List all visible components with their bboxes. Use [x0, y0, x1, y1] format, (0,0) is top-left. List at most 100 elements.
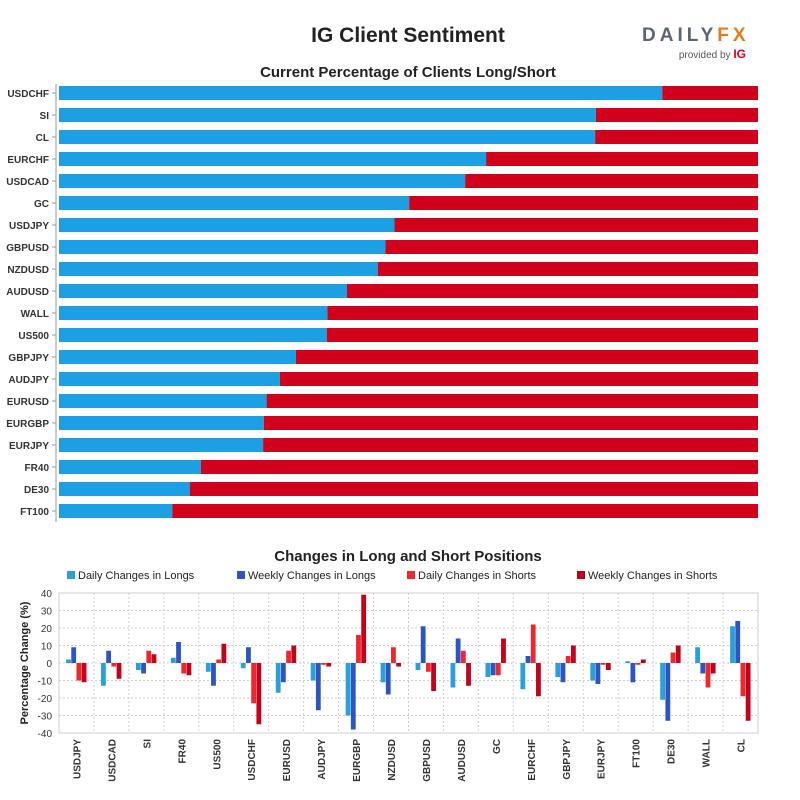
change-bar-nzdusd-s2 — [385, 663, 391, 695]
change-bar-audusd-s3 — [460, 650, 466, 663]
change-bar-eurjpy-s4 — [605, 663, 611, 670]
changes-chart-title: Changes in Long and Short Positions — [274, 548, 542, 565]
short-bar-usdchf — [662, 86, 758, 100]
legend-label-4: Weekly Changes in Shorts — [588, 570, 718, 582]
change-bar-si-s4 — [151, 654, 157, 663]
change-bar-audusd-s4 — [466, 663, 471, 686]
short-bar-nzdusd — [377, 262, 758, 276]
logo-word-daily: DAILY — [642, 25, 718, 46]
change-bar-cl-s1 — [730, 626, 735, 663]
short-bar-eurusd — [266, 394, 758, 408]
change-bar-eurusd-s4 — [291, 645, 297, 663]
long-bar-eurusd — [59, 394, 267, 408]
change-bar-usdjpy-s3 — [76, 663, 82, 681]
change-bar-nzdusd-s4 — [396, 663, 402, 667]
y-tick-label: -20 — [38, 694, 53, 705]
y-tick-label: 30 — [41, 607, 53, 618]
long-bar-audjpy — [59, 372, 280, 386]
long-bar-fr40 — [59, 460, 201, 474]
short-bar-eurchf — [486, 152, 758, 166]
change-bar-usdjpy-s1 — [66, 659, 71, 663]
change-bar-usdcad-s1 — [101, 663, 106, 686]
change-bar-ft100-s2 — [630, 663, 636, 683]
logo-wordmark: DAILYFX — [642, 26, 746, 46]
change-bar-eurgbp-s3 — [356, 635, 361, 663]
change-bar-fr40-s1 — [170, 657, 176, 663]
change-bar-gc-s4 — [501, 638, 506, 663]
y-tick-label: -40 — [38, 729, 53, 740]
change-bar-usdcad-s4 — [116, 663, 122, 679]
x-tick-label-us500: US500 — [212, 739, 223, 770]
change-bar-cl-s2 — [735, 621, 741, 663]
legend-swatch-3 — [407, 571, 415, 579]
legend-label-1: Daily Changes in Longs — [78, 570, 195, 582]
x-tick-label-si: SI — [142, 739, 153, 749]
change-bar-si-s2 — [141, 663, 146, 674]
legend-label-2: Weekly Changes in Longs — [248, 570, 376, 582]
change-bar-gbpusd-s4 — [431, 663, 436, 691]
change-bar-usdjpy-s2 — [71, 647, 77, 663]
short-bar-audjpy — [279, 372, 758, 386]
change-bar-gc-s2 — [490, 663, 496, 676]
change-bar-eurchf-s2 — [525, 656, 531, 663]
x-tick-label-fr40: FR40 — [177, 739, 188, 764]
change-bar-audjpy-s3 — [321, 663, 326, 665]
y-tick-label: 10 — [41, 642, 53, 653]
change-bar-us500-s1 — [205, 663, 211, 672]
long-bar-eurgbp — [59, 416, 264, 430]
x-tick-label-eurusd: EURUSD — [282, 739, 293, 781]
category-label-audusd: AUDUSD — [6, 287, 49, 298]
x-tick-label-cl: CL — [737, 739, 748, 752]
category-label-eurchf: EURCHF — [7, 155, 49, 166]
change-bar-gbpusd-s1 — [415, 663, 421, 670]
short-bar-eurgbp — [263, 416, 758, 430]
change-bar-eurchf-s4 — [536, 663, 541, 697]
x-tick-label-audusd: AUDUSD — [457, 739, 468, 782]
change-bar-gc-s3 — [495, 663, 501, 676]
change-bar-usdchf-s4 — [256, 663, 262, 725]
y-axis-label: Percentage Change (%) — [19, 601, 31, 724]
x-tick-label-gbpjpy: GBPJPY — [562, 739, 573, 780]
change-bar-nzdusd-s1 — [380, 663, 386, 683]
long-bar-usdcad — [59, 174, 466, 188]
legend-label-3: Daily Changes in Shorts — [418, 570, 537, 582]
long-bar-ft100 — [59, 504, 173, 518]
change-bar-fr40-s4 — [186, 663, 192, 676]
change-bar-gbpjpy-s2 — [560, 663, 566, 683]
long-bar-si — [59, 108, 596, 122]
change-bar-us500-s4 — [221, 643, 227, 663]
y-tick-label: -30 — [38, 712, 53, 723]
logo-word-fx: FX — [717, 25, 750, 46]
logo-provided-text: provided by — [678, 50, 731, 61]
long-bar-de30 — [59, 482, 190, 496]
change-bar-fr40-s2 — [176, 642, 181, 663]
change-bar-usdcad-s2 — [106, 650, 112, 663]
change-bar-fr40-s3 — [181, 663, 187, 674]
change-bar-gc-s1 — [485, 663, 491, 677]
change-bar-eurgbp-s2 — [350, 663, 356, 730]
short-bar-gbpusd — [385, 240, 758, 254]
category-label-si: SI — [40, 111, 50, 122]
change-bar-eurjpy-s1 — [590, 663, 596, 681]
category-label-usdjpy: USDJPY — [9, 221, 49, 232]
category-label-us500: US500 — [18, 331, 49, 342]
change-bar-gbpusd-s2 — [420, 626, 426, 663]
change-bar-de30-s2 — [665, 663, 671, 721]
long-bar-usdchf — [59, 86, 663, 100]
change-bar-wall-s4 — [710, 663, 716, 674]
long-bar-gc — [59, 196, 410, 210]
category-label-usdcad: USDCAD — [6, 177, 49, 188]
category-label-wall: WALL — [21, 309, 49, 320]
category-label-gc: GC — [34, 199, 49, 210]
change-bar-de30-s1 — [660, 663, 666, 700]
change-bar-cl-s4 — [745, 663, 751, 721]
long-short-percentage-chart: Current Percentage of Clients Long/Short… — [6, 64, 759, 522]
long-bar-cl — [59, 130, 596, 144]
x-tick-label-gbpusd: GBPUSD — [422, 739, 433, 782]
long-bar-gbpjpy — [59, 350, 296, 364]
x-tick-label-usdcad: USDCAD — [107, 739, 118, 782]
ig-logo-icon: IG — [733, 47, 746, 61]
change-bar-eurusd-s3 — [286, 650, 291, 663]
y-tick-label: 0 — [46, 659, 52, 670]
